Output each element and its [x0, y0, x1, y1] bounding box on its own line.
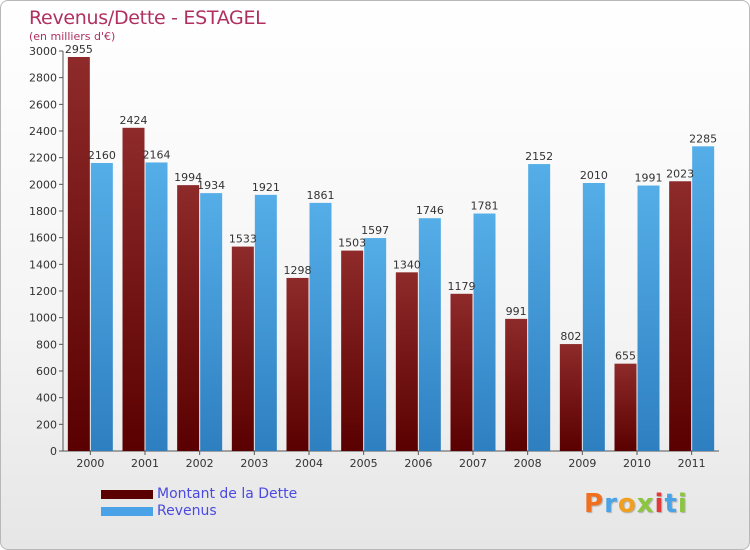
data-label-revenue: 2010 [580, 169, 608, 182]
x-tick-label: 2003 [240, 457, 268, 470]
bar-debt [669, 181, 692, 451]
bar-debt [559, 344, 582, 451]
chart-title: Revenus/Dette - ESTAGEL [29, 7, 266, 29]
brand-letter: r [604, 489, 618, 519]
x-tick-label: 2010 [623, 457, 651, 470]
bar-revenue [582, 183, 605, 451]
data-label-debt: 2955 [65, 43, 93, 56]
data-label-revenue: 1861 [307, 189, 335, 202]
x-tick-label: 2011 [678, 457, 706, 470]
x-tick-label: 2007 [459, 457, 487, 470]
legend-swatch-revenue [101, 507, 153, 516]
y-tick-label: 600 [36, 365, 57, 378]
bar-debt [177, 185, 200, 451]
bar-revenue [309, 202, 332, 451]
y-tick-label: 800 [36, 338, 57, 351]
bars [67, 57, 715, 452]
brand-logo: Proxiti [584, 489, 688, 519]
y-tick-label: 1200 [29, 285, 57, 298]
x-tick-label: 2004 [295, 457, 323, 470]
brand-letter: i [677, 489, 688, 519]
y-tick-label: 1600 [29, 232, 57, 245]
data-label-debt: 1298 [284, 264, 312, 277]
data-label-revenue: 2152 [525, 150, 553, 163]
y-tick-label: 2400 [29, 125, 57, 138]
x-tick-label: 2002 [186, 457, 214, 470]
x-tick-label: 2000 [76, 457, 104, 470]
data-label-revenue: 1991 [635, 172, 663, 185]
bar-revenue [473, 213, 496, 451]
bar-revenue [692, 146, 715, 452]
bar-debt [505, 318, 528, 451]
data-label-revenue: 2164 [143, 148, 171, 161]
bar-debt [450, 293, 473, 451]
data-label-debt: 1503 [338, 237, 366, 250]
bar-debt [67, 57, 90, 451]
bar-debt [341, 250, 364, 451]
brand-letter: x [636, 489, 655, 519]
data-label-debt: 1994 [174, 171, 202, 184]
y-tick-label: 2600 [29, 98, 57, 111]
bar-debt [122, 127, 145, 452]
legend-label-debt: Montant de la Dette [157, 486, 298, 502]
data-label-revenue: 2285 [689, 132, 717, 145]
data-label-debt: 802 [560, 330, 581, 343]
y-tick-label: 2000 [29, 178, 57, 191]
x-tick-label: 2005 [350, 457, 378, 470]
bar-debt [231, 246, 254, 451]
data-label-debt: 2424 [120, 114, 148, 127]
bar-revenue [145, 162, 168, 451]
data-label-debt: 655 [615, 350, 636, 363]
data-label-revenue: 1597 [361, 224, 389, 237]
y-tick-label: 1800 [29, 205, 57, 218]
y-tick-label: 2200 [29, 152, 57, 165]
x-tick-label: 2006 [404, 457, 432, 470]
bar-revenue [254, 194, 277, 451]
data-label-revenue: 2160 [88, 149, 116, 162]
legend-label-revenue: Revenus [157, 503, 217, 519]
x-tick-label: 2009 [568, 457, 596, 470]
data-label-revenue: 1934 [197, 179, 225, 192]
y-tick-label: 1400 [29, 258, 57, 271]
bar-revenue [637, 185, 660, 452]
data-label-revenue: 1921 [252, 181, 280, 194]
legend-swatch-debt [101, 490, 153, 499]
data-label-revenue: 1746 [416, 204, 444, 217]
data-label-debt: 2023 [666, 167, 694, 180]
y-tick-label: 3000 [29, 45, 57, 58]
x-tick-label: 2001 [131, 457, 159, 470]
bar-debt [395, 272, 418, 451]
bar-revenue [90, 163, 113, 451]
brand-letter: o [617, 489, 637, 519]
x-tick-label: 2008 [514, 457, 542, 470]
y-tick-label: 400 [36, 392, 57, 405]
y-tick-label: 0 [50, 445, 57, 458]
data-label-debt: 1533 [229, 233, 257, 246]
data-label-revenue: 1781 [471, 200, 499, 213]
y-tick-label: 1000 [29, 312, 57, 325]
bar-revenue [528, 164, 551, 452]
data-label-debt: 1179 [448, 280, 476, 293]
brand-letter: i [654, 489, 665, 519]
axes: 0 200 400 600 800 1000 1200 1400 1600 1800 2000 220… [29, 45, 719, 470]
data-label-debt: 1340 [393, 258, 421, 271]
brand-letter: P [584, 489, 605, 519]
bar-revenue [364, 238, 387, 451]
y-tick-label: 200 [36, 418, 57, 431]
chart-subtitle: (en milliers d'€) [29, 30, 116, 43]
brand-letter: t [664, 489, 678, 519]
data-label-debt: 991 [506, 305, 527, 318]
bar-revenue [200, 193, 223, 451]
bar-revenue [418, 218, 441, 451]
y-tick-label: 2800 [29, 72, 57, 85]
bar-debt [286, 277, 309, 451]
bar-debt [614, 363, 637, 451]
